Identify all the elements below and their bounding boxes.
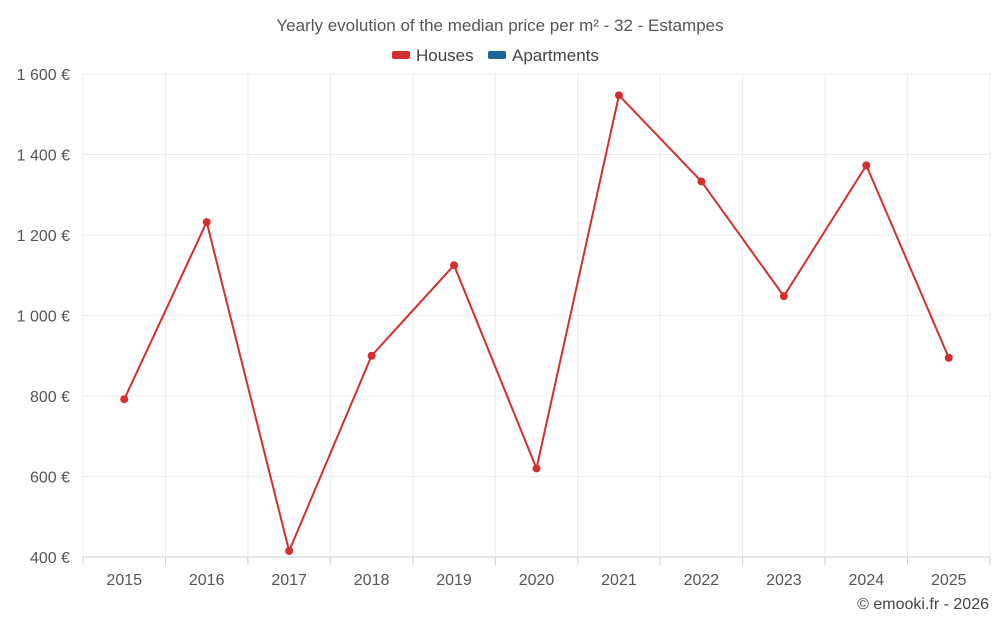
x-tick-label: 2023 xyxy=(766,572,802,589)
y-tick-label: 400 € xyxy=(30,550,70,567)
legend-swatch-apartments xyxy=(488,51,506,59)
data-point[interactable] xyxy=(614,91,623,100)
data-point[interactable] xyxy=(120,395,129,404)
legend-item-houses[interactable]: Houses xyxy=(392,46,474,65)
x-tick-label: 2015 xyxy=(106,572,142,589)
x-tick-label: 2025 xyxy=(931,572,967,589)
data-point[interactable] xyxy=(779,292,788,301)
y-tick-label: 1 200 € xyxy=(17,228,70,245)
data-point[interactable] xyxy=(532,464,541,473)
data-point[interactable] xyxy=(367,351,376,360)
x-tick-label: 2022 xyxy=(684,572,720,589)
data-point[interactable] xyxy=(450,261,459,270)
credit-text: © emooki.fr - 2026 xyxy=(857,596,989,613)
x-tick-label: 2017 xyxy=(271,572,307,589)
x-tick-label: 2020 xyxy=(519,572,555,589)
x-axis: 2015 2016 2017 2018 2019 2020 2021 2022 2023 2024… xyxy=(82,557,991,589)
x-tick-label: 2021 xyxy=(601,572,637,589)
data-point[interactable] xyxy=(202,218,211,227)
x-tick-label: 2024 xyxy=(849,572,885,589)
x-tick-label: 2018 xyxy=(354,572,390,589)
data-point[interactable] xyxy=(285,546,294,555)
data-point[interactable] xyxy=(862,161,871,170)
legend-label-apartments: Apartments xyxy=(512,46,599,65)
gridlines xyxy=(82,73,991,558)
legend-label-houses: Houses xyxy=(416,46,474,65)
y-tick-label: 1 600 € xyxy=(17,67,70,84)
y-tick-label: 600 € xyxy=(30,470,70,487)
y-tick-label: 1 400 € xyxy=(17,148,70,165)
data-point[interactable] xyxy=(697,177,706,186)
series-houses xyxy=(120,91,953,555)
chart-title: Yearly evolution of the median price per… xyxy=(276,16,723,35)
y-tick-label: 1 000 € xyxy=(17,309,70,326)
y-tick-label: 800 € xyxy=(30,389,70,406)
data-point[interactable] xyxy=(944,353,953,362)
legend-swatch-houses xyxy=(392,51,410,59)
y-axis: 400 € 600 € 800 € 1 000 € 1 200 € 1 400 € 1 60… xyxy=(17,67,70,567)
x-tick-label: 2016 xyxy=(189,572,225,589)
legend-item-apartments[interactable]: Apartments xyxy=(488,46,599,65)
x-tick-label: 2019 xyxy=(436,572,472,589)
legend: Houses Apartments xyxy=(392,46,599,65)
